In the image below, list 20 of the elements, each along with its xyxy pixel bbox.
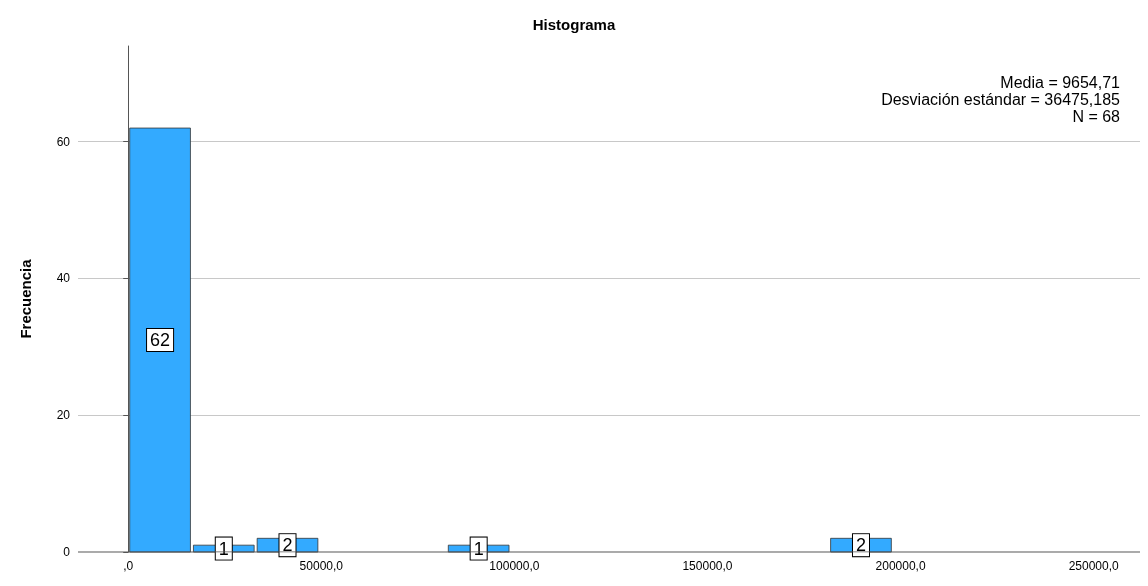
chart-title: Histograma	[532, 16, 616, 33]
data-label: 62	[150, 330, 171, 351]
y-tick-label: 60	[56, 134, 71, 149]
data-label: 1	[218, 538, 229, 559]
x-tick-label: 250000,0	[1068, 559, 1119, 573]
annotation: Media = 9654,71	[1000, 73, 1121, 91]
y-tick-label: 40	[56, 271, 71, 286]
y-axis-title: Frecuencia	[17, 258, 34, 339]
x-tick-label: 150000,0	[682, 559, 733, 573]
data-label: 2	[855, 535, 866, 556]
data-label: 1	[473, 538, 484, 559]
data-label: 2	[282, 535, 293, 556]
annotation: N = 68	[1072, 107, 1121, 125]
y-tick-label: 20	[56, 408, 71, 423]
x-tick-label: 50000,0	[299, 559, 344, 573]
annotation: Desviación estándar = 36475,185	[881, 90, 1121, 108]
x-tick-label: ,0	[123, 559, 134, 573]
y-tick-label: 0	[63, 545, 71, 559]
x-tick-label: 200000,0	[875, 559, 926, 573]
x-tick-label: 100000,0	[489, 559, 540, 573]
